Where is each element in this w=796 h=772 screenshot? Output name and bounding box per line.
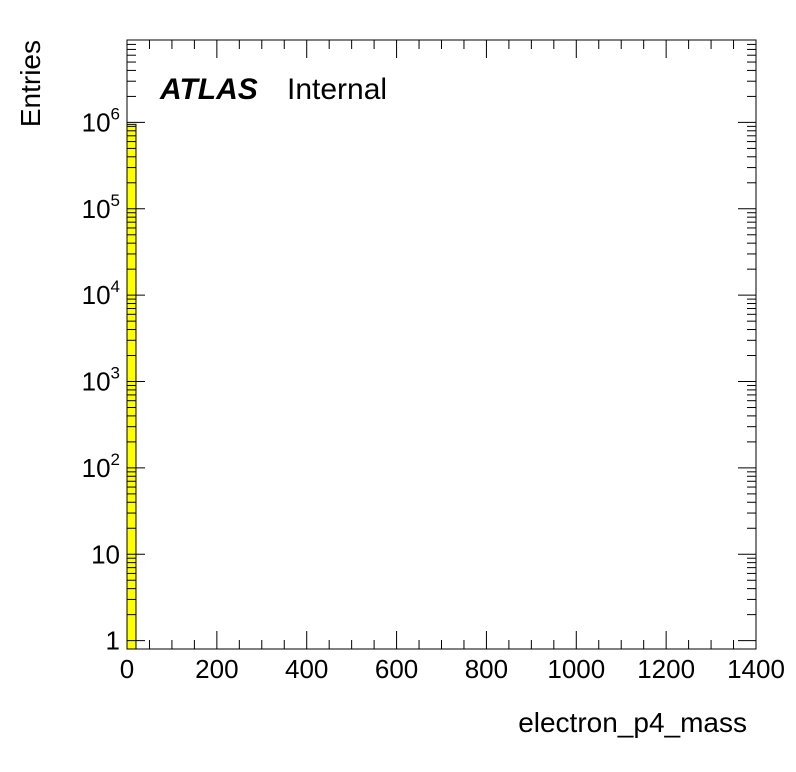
x-axis-ticks — [126, 40, 757, 649]
y-tick-label: 106 — [82, 104, 120, 137]
atlas-status-label: Internal — [287, 73, 387, 106]
y-tick-label: 10 — [91, 539, 120, 569]
x-tick-label: 1400 — [727, 654, 785, 684]
y-tick-label: 1 — [106, 626, 120, 656]
atlas-label: ATLAS — [159, 73, 258, 106]
y-axis-title: Entries — [15, 40, 46, 127]
x-tick-label: 200 — [195, 654, 238, 684]
x-tick-label: 0 — [120, 654, 134, 684]
x-tick-label: 1200 — [637, 654, 695, 684]
y-axis-ticks — [127, 39, 756, 642]
histogram-bars — [126, 123, 137, 650]
x-axis-title: electron_p4_mass — [518, 707, 747, 738]
x-tick-label: 1000 — [547, 654, 605, 684]
y-tick-label: 102 — [82, 450, 120, 483]
y-tick-label: 105 — [82, 191, 120, 224]
x-axis-tick-labels: 0 200 400 600 800 1000 1200 1400 — [120, 654, 785, 684]
plot-frame — [126, 39, 757, 650]
y-tick-label: 104 — [82, 277, 120, 310]
y-axis-tick-labels: 1 10 102 103 104 105 106 — [82, 104, 120, 655]
x-tick-label: 800 — [465, 654, 508, 684]
x-tick-label: 400 — [285, 654, 328, 684]
x-tick-label: 600 — [375, 654, 418, 684]
y-tick-label: 103 — [82, 364, 120, 397]
histogram-bar-0 — [126, 123, 137, 650]
